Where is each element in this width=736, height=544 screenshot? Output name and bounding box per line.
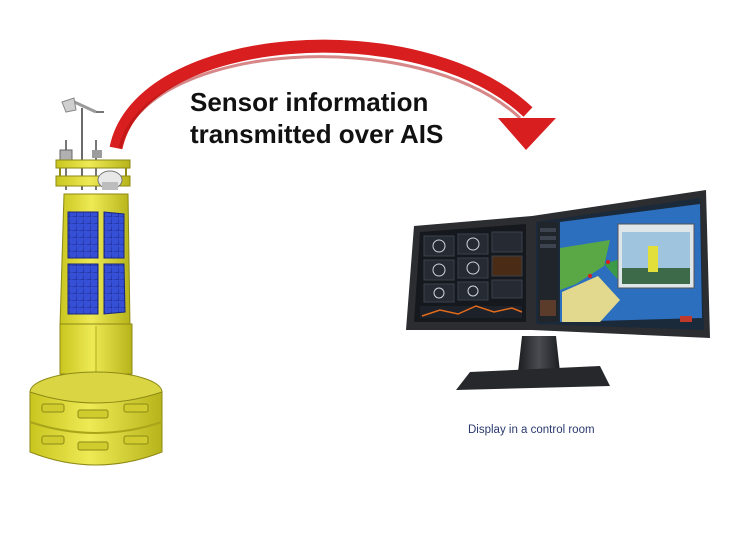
diagram-headline: Sensor information transmitted over AIS	[190, 86, 490, 150]
curved-arrow-icon	[109, 39, 556, 150]
dual-monitor-icon	[406, 190, 710, 390]
headline-line-1: Sensor information	[190, 87, 429, 117]
buoy-icon	[29, 97, 163, 466]
headline-line-2: transmitted over AIS	[190, 119, 444, 149]
monitor-caption: Display in a control room	[468, 424, 595, 436]
